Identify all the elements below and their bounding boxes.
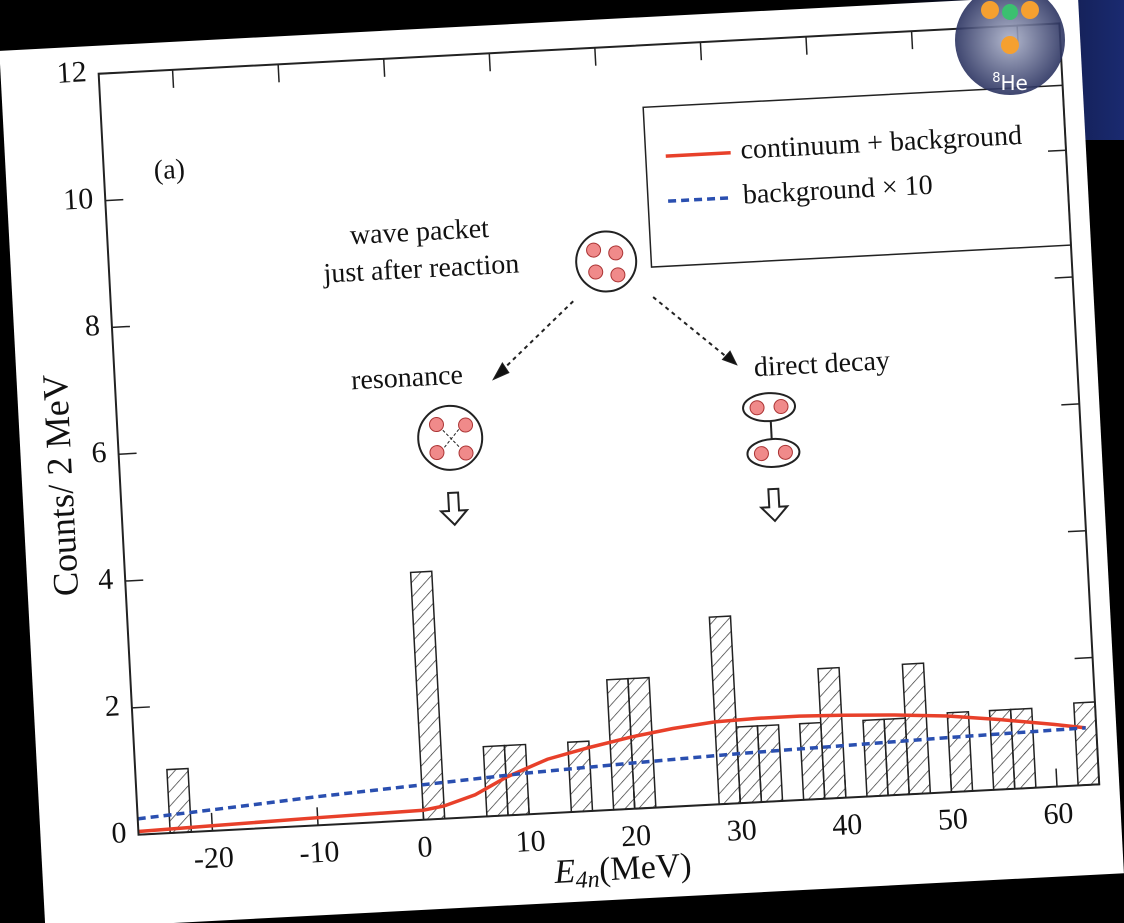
x-tick <box>910 31 914 50</box>
y-tick <box>131 706 150 709</box>
x-tick-label: 10 <box>515 824 547 859</box>
annotation: direct decay <box>753 345 890 383</box>
legend-swatch <box>668 195 734 203</box>
x-tick <box>1055 768 1058 787</box>
y-tick-label: 0 <box>111 816 128 850</box>
x-tick <box>699 42 703 61</box>
y-tick <box>1061 403 1080 406</box>
y-tick <box>118 452 137 455</box>
series-line <box>137 726 1086 821</box>
annotation: wave packet <box>349 213 490 251</box>
x-label-unit: (MeV) <box>598 847 692 889</box>
annotation: resonance <box>350 360 463 397</box>
y-tick-label: 2 <box>104 689 121 723</box>
x-label-subscript: 4n <box>575 866 600 893</box>
x-axis-label: E4n(MeV) <box>552 847 692 895</box>
histogram-bar <box>946 710 974 793</box>
x-tick-label: -20 <box>193 841 235 876</box>
x-tick-label: 30 <box>726 813 758 848</box>
x-tick-label: -10 <box>299 835 341 870</box>
x-tick <box>805 36 808 55</box>
y-tick-label: 6 <box>91 436 108 470</box>
panel-label: (a) <box>153 154 186 187</box>
x-tick <box>210 812 214 831</box>
element: He <box>1000 71 1027 95</box>
y-tick-label: 4 <box>97 563 114 597</box>
x-tick-label: 0 <box>417 830 434 864</box>
nucleus-label: 8He <box>992 71 1028 95</box>
y-tick-label: 8 <box>84 309 101 343</box>
y-tick-label: 12 <box>56 55 88 90</box>
y-tick-label: 10 <box>62 182 94 217</box>
x-tick <box>277 64 280 83</box>
x-tick <box>382 58 386 77</box>
x-tick-label: 20 <box>620 819 652 854</box>
y-tick <box>111 325 130 329</box>
histogram-bar <box>166 767 193 834</box>
nucleus-icon: 8He <box>955 0 1065 95</box>
illustrations <box>417 230 801 527</box>
y-tick <box>125 579 144 582</box>
y-tick <box>1054 276 1073 279</box>
histogram-bar <box>756 724 784 803</box>
x-tick-label: 60 <box>1043 797 1075 832</box>
plot-frame <box>97 22 1101 836</box>
x-tick <box>488 53 491 72</box>
x-tick <box>594 47 597 66</box>
legend-swatch <box>665 151 731 158</box>
x-tick-label: 40 <box>831 808 863 843</box>
x-label-symbol: E <box>552 853 576 891</box>
histogram-bar <box>503 743 530 817</box>
y-tick <box>1047 149 1067 152</box>
y-tick <box>1074 656 1093 660</box>
y-tick <box>1067 529 1086 533</box>
x-tick <box>171 69 175 88</box>
mass-number: 8 <box>992 71 1000 86</box>
x-tick-label: 50 <box>937 802 969 837</box>
y-tick <box>105 198 124 202</box>
series-line <box>138 713 1086 834</box>
